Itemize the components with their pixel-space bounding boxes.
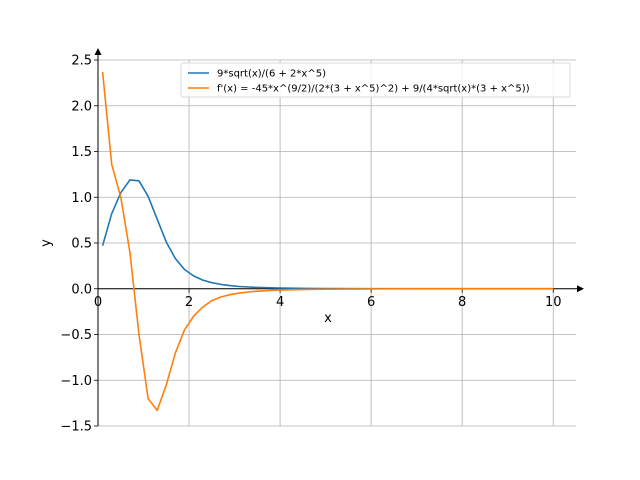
x-tick-label: 2 [185, 295, 193, 310]
y-tick-label: −1.5 [60, 420, 92, 435]
y-tick-label: −0.5 [60, 328, 92, 343]
legend: 9*sqrt(x)/(6 + 2*x^5) f'(x) = -45*x^(9/2)… [180, 62, 571, 98]
y-tick-label: 1.5 [71, 145, 92, 160]
y-tick-label: 2.5 [71, 54, 92, 69]
ticks: 0 2 4 6 8 10 −1.5 −1.0 −0.5 0.0 0.5 1.0 1.5 2.0 2.5 [60, 54, 561, 435]
grid [97, 59, 576, 427]
x-tick-label: 10 [545, 295, 562, 310]
x-axis-arrow [577, 285, 584, 293]
axes [94, 48, 584, 426]
y-tick-label: 1.0 [71, 191, 92, 206]
legend-label-1: 9*sqrt(x)/(6 + 2*x^5) [217, 69, 326, 80]
legend-label-2: f'(x) = -45*x^(9/2)/(2*(3 + x^5)^2) + 9/… [217, 84, 530, 95]
x-tick-label: 6 [367, 295, 375, 310]
y-axis-arrow [94, 48, 102, 55]
y-axis-label: y [39, 239, 54, 247]
legend-box [180, 62, 571, 98]
y-tick-label: −1.0 [60, 374, 92, 389]
y-tick-label: 2.0 [71, 99, 92, 114]
y-tick-label: 0.0 [71, 282, 92, 297]
x-axis-label: x [324, 311, 332, 326]
plot-area [101, 71, 554, 412]
series-line-1 [101, 179, 554, 290]
x-tick-label: 8 [458, 295, 466, 310]
y-tick-label: 0.5 [71, 237, 92, 252]
series-line-2 [101, 71, 554, 412]
x-tick-label: 0 [94, 295, 102, 310]
x-tick-label: 4 [276, 295, 284, 310]
